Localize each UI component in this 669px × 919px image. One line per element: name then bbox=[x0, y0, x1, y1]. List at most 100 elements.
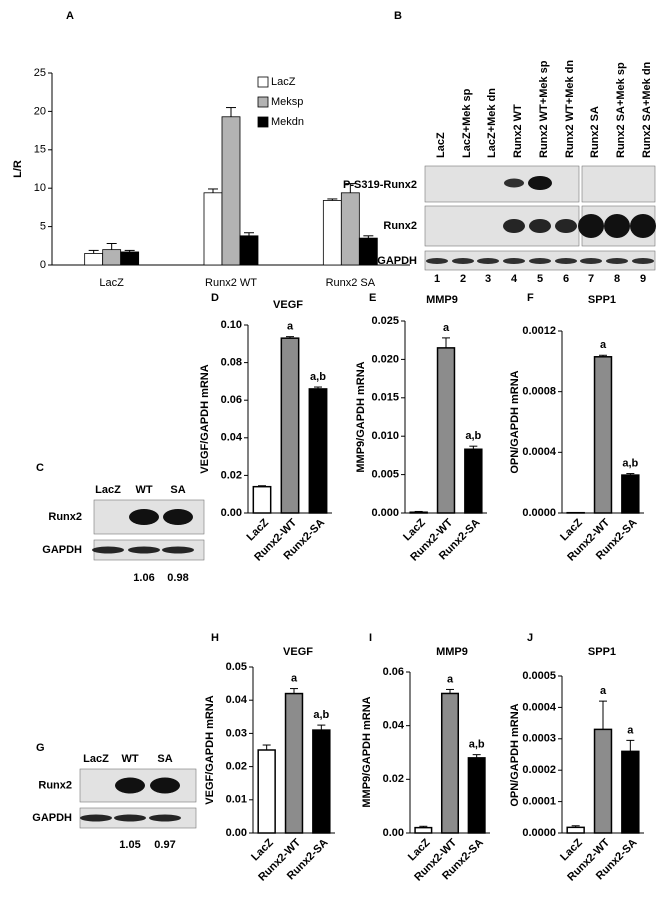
x-tick-label: Runx2 WT bbox=[205, 277, 257, 289]
blot-band bbox=[92, 546, 124, 554]
y-tick-label: 0.015 bbox=[371, 392, 399, 404]
blot-band bbox=[528, 176, 552, 190]
blot-band bbox=[578, 214, 604, 238]
significance-label: a bbox=[627, 724, 634, 736]
panel-letter: E bbox=[369, 292, 376, 304]
legend-label: LacZ bbox=[271, 76, 296, 88]
significance-label: a bbox=[291, 672, 298, 684]
y-tick-label: 0.02 bbox=[221, 469, 242, 481]
blot-band bbox=[452, 258, 474, 264]
chart-title: VEGF bbox=[273, 299, 303, 311]
row-label: P-S319-Runx2 bbox=[343, 179, 417, 191]
lane-number: 1 bbox=[434, 273, 440, 285]
blot-band bbox=[162, 546, 194, 554]
bar bbox=[120, 251, 140, 266]
bar bbox=[322, 200, 342, 266]
lane-label: WT bbox=[135, 484, 152, 496]
y-tick-label: 20 bbox=[34, 105, 46, 117]
bar bbox=[308, 388, 328, 514]
lane-label: Runx2 WT+Mek sp bbox=[538, 60, 550, 158]
lane-number: 6 bbox=[563, 273, 569, 285]
bar bbox=[358, 237, 378, 266]
bar bbox=[203, 192, 223, 266]
chart-title: SPP1 bbox=[588, 294, 616, 306]
panel-letter: H bbox=[211, 632, 219, 644]
y-tick-label: 0.05 bbox=[226, 661, 247, 673]
lane-label: SA bbox=[157, 753, 172, 765]
panel-letter: F bbox=[527, 292, 534, 304]
quantification: 0.97 bbox=[154, 839, 175, 851]
y-tick-label: 0.02 bbox=[226, 761, 247, 773]
bar bbox=[414, 826, 433, 834]
panel-letter: C bbox=[36, 462, 44, 474]
blot-band bbox=[426, 258, 448, 264]
lane-label: WT bbox=[121, 753, 138, 765]
y-axis-label: OPN/GAPDH mRNA bbox=[509, 370, 521, 473]
blot-band bbox=[604, 214, 630, 238]
bar bbox=[593, 356, 613, 514]
lane-number: 5 bbox=[537, 273, 543, 285]
bar bbox=[280, 337, 300, 514]
chart-title: VEGF bbox=[283, 646, 313, 658]
y-tick-label: 15 bbox=[34, 144, 46, 156]
blot-band bbox=[477, 258, 499, 264]
y-tick-label: 25 bbox=[34, 67, 46, 79]
panel-letter: A bbox=[66, 10, 74, 22]
y-tick-label: 0.0001 bbox=[522, 796, 556, 808]
panel-letter: I bbox=[369, 632, 372, 644]
y-tick-label: 10 bbox=[34, 182, 46, 194]
y-tick-label: 0.0003 bbox=[522, 733, 556, 745]
y-tick-label: 0.0000 bbox=[522, 507, 556, 519]
bar bbox=[593, 728, 613, 834]
significance-label: a bbox=[600, 685, 607, 697]
y-tick-label: 0.000 bbox=[371, 507, 399, 519]
blot-band bbox=[529, 258, 551, 264]
bar bbox=[467, 757, 486, 834]
bar bbox=[221, 116, 241, 266]
lane-number: 8 bbox=[614, 273, 620, 285]
y-tick-label: 0.0004 bbox=[522, 446, 557, 458]
significance-label: a bbox=[600, 339, 607, 351]
bar bbox=[312, 729, 331, 834]
blot-strip bbox=[424, 205, 580, 247]
y-tick-label: 0.03 bbox=[226, 727, 247, 739]
y-tick-label: 0.0012 bbox=[522, 325, 556, 337]
y-axis-label: MMP9/GAPDH mRNA bbox=[361, 696, 373, 807]
legend-label: Mekdn bbox=[271, 116, 304, 128]
significance-label: a bbox=[447, 673, 454, 685]
y-tick-label: 0.025 bbox=[371, 315, 399, 327]
quantification: 0.98 bbox=[167, 572, 188, 584]
blot-band bbox=[115, 777, 145, 794]
blot-band bbox=[163, 509, 193, 525]
lane-label: LacZ bbox=[435, 132, 447, 158]
blot-band bbox=[555, 258, 577, 264]
blot-band bbox=[606, 258, 628, 264]
bar bbox=[621, 750, 640, 834]
blot-band bbox=[128, 546, 160, 554]
y-tick-label: 0.00 bbox=[221, 507, 242, 519]
blot-band bbox=[630, 214, 656, 238]
y-tick-label: 0.0008 bbox=[522, 386, 556, 398]
panel-letter: D bbox=[211, 292, 219, 304]
panel-letter: B bbox=[394, 10, 402, 22]
blot-band bbox=[632, 258, 654, 264]
y-tick-label: 0.0000 bbox=[522, 827, 556, 839]
lane-label: LacZ bbox=[83, 753, 109, 765]
significance-label: a,b bbox=[622, 457, 638, 469]
blot-band bbox=[80, 814, 112, 822]
row-label: GAPDH bbox=[377, 255, 417, 267]
lane-number: 7 bbox=[588, 273, 594, 285]
quantification: 1.06 bbox=[133, 572, 154, 584]
y-tick-label: 0.0005 bbox=[522, 670, 556, 682]
lane-label: LacZ+Mek dn bbox=[486, 88, 498, 158]
blot-band bbox=[555, 219, 577, 233]
y-axis-label: OPN/GAPDH mRNA bbox=[509, 703, 521, 806]
significance-label: a,b bbox=[469, 739, 485, 751]
significance-label: a,b bbox=[310, 371, 326, 383]
y-axis-label: VEGF/GAPDH mRNA bbox=[204, 695, 216, 804]
y-tick-label: 0.04 bbox=[226, 694, 248, 706]
y-tick-label: 0 bbox=[40, 259, 46, 271]
significance-label: a,b bbox=[313, 709, 329, 721]
y-axis-label: VEGF/GAPDH mRNA bbox=[199, 364, 211, 473]
legend-swatch bbox=[257, 76, 269, 88]
